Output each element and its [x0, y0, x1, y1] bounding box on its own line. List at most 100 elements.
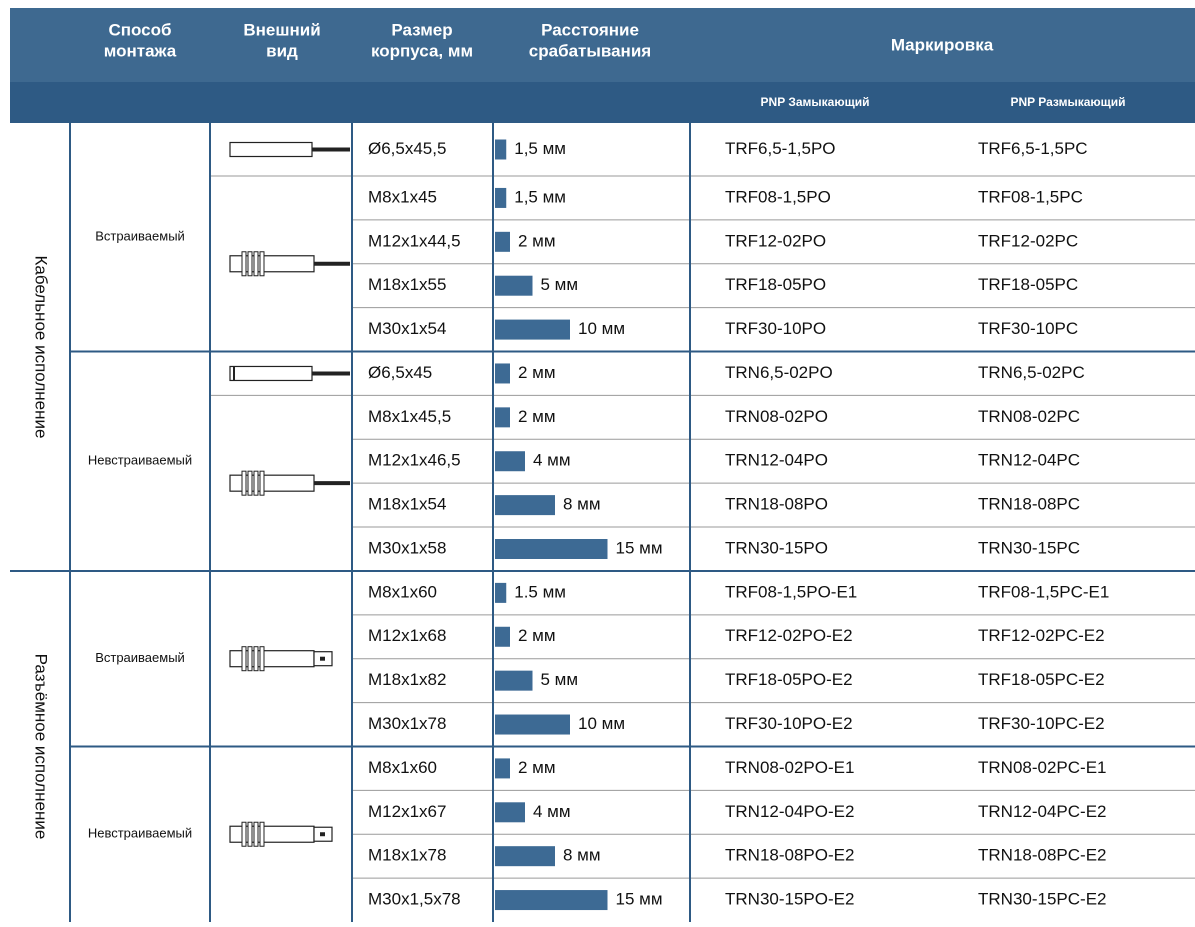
marking-no: TRN12-04PO-E2 — [725, 802, 854, 821]
marking-no: TRN18-08PO-E2 — [725, 846, 854, 865]
sensor-icon — [230, 252, 350, 276]
mount-label: Встраиваемый — [95, 650, 185, 665]
size: M8x1x60 — [368, 582, 437, 601]
distance-bar — [495, 188, 506, 208]
mount-label: Невстраиваемый — [88, 453, 192, 468]
distance-label: 2 мм — [518, 626, 556, 645]
thread — [242, 647, 246, 671]
size: M30x1x54 — [368, 319, 446, 338]
group-label: Разъёмное исполнение — [32, 654, 51, 840]
marking-nc: TRF6,5-1,5PC — [978, 139, 1088, 158]
marking-nc: TRN08-02PC-E1 — [978, 758, 1107, 777]
distance-bar — [495, 276, 533, 296]
thread — [242, 822, 246, 846]
distance-label: 2 мм — [518, 758, 556, 777]
size: M18x1x55 — [368, 275, 446, 294]
marking-nc: TRF18-05PC-E2 — [978, 670, 1105, 689]
thread — [248, 471, 252, 495]
header-label: монтажа — [104, 41, 177, 60]
distance-bar — [495, 451, 525, 471]
size: M12x1x67 — [368, 802, 446, 821]
distance-bar — [495, 802, 525, 822]
marking-no: TRF12-02PO — [725, 231, 826, 250]
distance-bar — [495, 583, 506, 603]
size: M18x1x54 — [368, 495, 446, 514]
thread — [242, 471, 246, 495]
marking-nc: TRN6,5-02PC — [978, 363, 1085, 382]
distance-bar — [495, 539, 608, 559]
sensor-icon — [230, 471, 350, 495]
connector-pin — [320, 657, 325, 661]
size: M12x1x68 — [368, 626, 446, 645]
distance-label: 2 мм — [518, 407, 556, 426]
header-label: срабатывания — [529, 41, 651, 60]
size: M18x1x78 — [368, 846, 446, 865]
distance-bar — [495, 627, 510, 647]
size: M30x1,5x78 — [368, 890, 461, 909]
thread — [254, 822, 258, 846]
distance-bar — [495, 495, 555, 515]
distance-label: 10 мм — [578, 714, 625, 733]
mount-label: Невстраиваемый — [88, 826, 192, 841]
distance-label: 1,5 мм — [514, 139, 566, 158]
sensor-body — [230, 366, 312, 380]
marking-no: TRF30-10PO-E2 — [725, 714, 853, 733]
connector-pin — [320, 832, 325, 836]
size: M8x1x60 — [368, 758, 437, 777]
sensor-icon — [230, 647, 332, 671]
marking-no: TRN30-15PO — [725, 538, 828, 557]
distance-label: 10 мм — [578, 319, 625, 338]
distance-label: 5 мм — [541, 670, 579, 689]
distance-label: 4 мм — [533, 451, 571, 470]
distance-bar — [495, 320, 570, 340]
distance-bar — [495, 232, 510, 252]
marking-no: TRF08-1,5PO-E1 — [725, 582, 857, 601]
header-label: PNP Замыкающий — [761, 95, 870, 109]
distance-label: 1.5 мм — [514, 582, 566, 601]
group-label: Кабельное исполнение — [32, 255, 51, 438]
header-label: Внешний — [243, 20, 320, 39]
thread — [248, 252, 252, 276]
marking-nc: TRF08-1,5PC-E1 — [978, 582, 1109, 601]
header-label: Способ — [108, 20, 171, 39]
marking-nc: TRN12-04PC-E2 — [978, 802, 1107, 821]
size: M8x1x45,5 — [368, 407, 451, 426]
distance-label: 15 мм — [616, 538, 663, 557]
size: Ø6,5x45 — [368, 363, 432, 382]
size: M30x1x78 — [368, 714, 446, 733]
thread — [248, 822, 252, 846]
marking-no: TRF12-02PO-E2 — [725, 626, 853, 645]
size: M8x1x45 — [368, 187, 437, 206]
marking-no: TRN6,5-02PO — [725, 363, 833, 382]
marking-nc: TRN12-04PC — [978, 451, 1080, 470]
marking-nc: TRN18-08PC — [978, 495, 1080, 514]
thread — [254, 252, 258, 276]
distance-label: 5 мм — [541, 275, 579, 294]
distance-label: 8 мм — [563, 495, 601, 514]
header-label: корпуса, мм — [371, 41, 473, 60]
marking-nc: TRF08-1,5PC — [978, 187, 1083, 206]
thread — [254, 647, 258, 671]
distance-bar — [495, 846, 555, 866]
sensor-icon — [230, 143, 350, 157]
thread — [260, 471, 264, 495]
distance-bar — [495, 407, 510, 427]
marking-no: TRN08-02PO — [725, 407, 828, 426]
thread — [260, 252, 264, 276]
distance-label: 4 мм — [533, 802, 571, 821]
marking-no: TRF30-10PO — [725, 319, 826, 338]
thread — [248, 647, 252, 671]
distance-bar — [495, 715, 570, 735]
marking-no: TRF6,5-1,5PO — [725, 139, 836, 158]
marking-nc: TRN08-02PC — [978, 407, 1080, 426]
sensor-body — [230, 143, 312, 157]
distance-label: 1,5 мм — [514, 187, 566, 206]
thread — [254, 471, 258, 495]
thread — [260, 647, 264, 671]
marking-nc: TRF18-05PC — [978, 275, 1078, 294]
size: Ø6,5x45,5 — [368, 139, 446, 158]
marking-no: TRN30-15PO-E2 — [725, 890, 854, 909]
size: M12x1x44,5 — [368, 231, 461, 250]
distance-bar — [495, 140, 506, 160]
header-label: Маркировка — [891, 35, 994, 54]
